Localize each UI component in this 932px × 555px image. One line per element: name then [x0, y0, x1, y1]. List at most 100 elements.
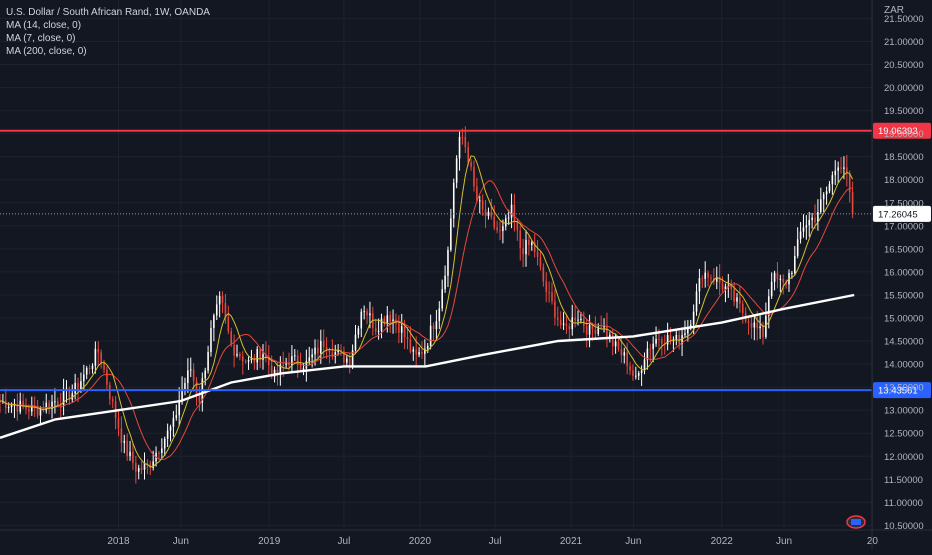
candle-body — [74, 382, 76, 394]
candle-body — [825, 191, 828, 195]
candle-body — [663, 344, 666, 346]
candle-body — [334, 352, 337, 357]
candle-body — [213, 315, 215, 329]
candle-body — [493, 216, 496, 228]
candle-body — [782, 278, 785, 283]
candle-body — [739, 297, 741, 304]
candle-body — [791, 272, 793, 274]
candle-body — [606, 325, 608, 337]
candle-body — [135, 463, 137, 472]
x-tick-label: Jun — [173, 536, 189, 547]
candle-body — [499, 230, 501, 232]
candle-body — [117, 418, 120, 429]
candle-body — [467, 147, 469, 163]
candle-body — [198, 394, 201, 403]
level-price-tag — [873, 122, 931, 139]
candle-body — [412, 349, 415, 352]
candle-body — [97, 349, 100, 353]
candle-body — [415, 349, 417, 355]
candle-body — [244, 361, 247, 363]
y-tick-label: 20.00000 — [884, 83, 924, 94]
candle-body — [591, 325, 594, 330]
candle-body — [175, 415, 178, 418]
candle-body — [403, 326, 406, 338]
candle-body — [291, 356, 293, 366]
candle-body — [227, 317, 230, 332]
ma7-legend[interactable]: MA (7, close, 0) — [6, 33, 76, 44]
candle-body — [39, 408, 42, 416]
candle-body — [409, 339, 412, 352]
x-tick-label: Jun — [625, 536, 641, 547]
candle-body — [603, 325, 605, 328]
candle-body — [831, 175, 834, 185]
y-tick-label: 20.50000 — [884, 60, 924, 71]
candle-body — [189, 369, 192, 371]
candle-body — [762, 326, 764, 337]
candle-body — [331, 352, 334, 357]
candle-body — [406, 337, 409, 340]
candle-body — [195, 380, 198, 395]
ma200-legend[interactable]: MA (200, close, 0) — [6, 46, 87, 57]
candle-body — [585, 326, 588, 335]
candle-body — [611, 334, 614, 347]
x-tick-label: 20 — [867, 536, 879, 547]
candle-body — [363, 311, 365, 313]
candle-body — [652, 343, 654, 350]
candle-body — [504, 218, 507, 227]
candle-body — [279, 364, 282, 375]
y-tick-label: 10.50000 — [884, 521, 924, 532]
candle-body — [481, 200, 484, 210]
candle-body — [169, 426, 172, 431]
candle-body — [236, 353, 238, 356]
candle-body — [207, 352, 209, 371]
y-tick-label: 14.00000 — [884, 360, 924, 371]
candle-body — [626, 352, 628, 367]
candle-body — [273, 369, 276, 377]
candle-body — [655, 338, 657, 344]
candle-body — [45, 402, 48, 411]
candle-body — [267, 357, 270, 366]
y-tick-label: 14.50000 — [884, 337, 924, 348]
level-price-label: 19.06393 — [878, 126, 918, 137]
currency-label: ZAR — [884, 5, 904, 16]
candle-body — [441, 289, 443, 309]
candle-body — [302, 368, 305, 370]
candle-body — [282, 364, 285, 366]
x-tick-label: 2020 — [409, 536, 432, 547]
candle-body — [230, 331, 233, 345]
candle-body — [828, 184, 831, 192]
candle-body — [750, 322, 753, 328]
news-flag-icon — [846, 515, 866, 529]
ma14-legend[interactable]: MA (14, close, 0) — [6, 20, 82, 31]
candle-body — [799, 231, 802, 240]
y-tick-label: 17.00000 — [884, 221, 924, 232]
y-tick-label: 13.00000 — [884, 406, 924, 417]
candle-body — [678, 334, 680, 344]
candle-body — [71, 393, 74, 400]
candle-body — [262, 354, 264, 360]
candle-body — [386, 315, 389, 324]
candle-body — [689, 324, 692, 327]
candle-body — [594, 329, 597, 335]
candle-body — [536, 251, 539, 257]
candle-body — [629, 366, 631, 371]
candle-body — [452, 182, 455, 219]
candle-body — [496, 227, 498, 231]
x-tick-label: 2021 — [560, 536, 583, 547]
candle-body — [149, 463, 152, 468]
candle-body — [377, 330, 380, 332]
candle-body — [447, 249, 449, 276]
candle-body — [172, 417, 175, 427]
candle-body — [351, 350, 354, 367]
last-price-tag — [873, 205, 931, 222]
candle-body — [562, 323, 565, 325]
y-tick-label: 13.50000 — [884, 383, 924, 394]
candle-body — [837, 167, 839, 171]
candle-body — [808, 219, 811, 226]
candle-body — [311, 354, 313, 358]
candle-body — [204, 370, 206, 379]
candle-body — [785, 282, 787, 285]
x-tick-label: Jul — [489, 536, 502, 547]
